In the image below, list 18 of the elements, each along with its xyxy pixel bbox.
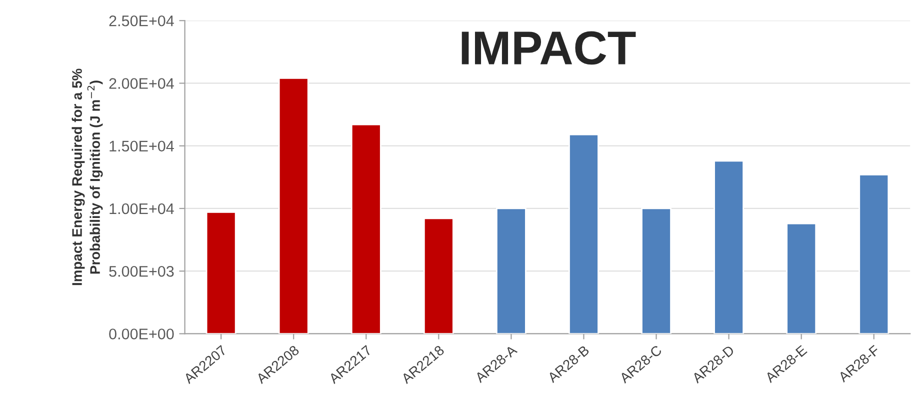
bar: [278, 78, 309, 334]
bar: [568, 134, 599, 334]
bar: [423, 218, 454, 334]
bar: [858, 174, 890, 334]
y-axis-title: Impact Energy Required for a 5% Probability of Ignition (J m$^{−2}$): [72, 68, 103, 286]
chart-title: IMPACT: [462, 31, 636, 65]
y-tick-label: 1.50E+04: [110, 140, 174, 152]
y-tick-label: 0.00E+00: [109, 328, 174, 340]
bar: [206, 212, 236, 334]
y-tick-label: 5.00E+03: [109, 266, 174, 277]
y-tick-label: 1.00E+04: [110, 203, 174, 214]
bar: [496, 208, 526, 334]
bar: [641, 208, 672, 334]
bar: [350, 124, 382, 334]
y-tick-label: 2.00E+04: [109, 78, 174, 89]
bar: [714, 160, 744, 334]
bar: [786, 222, 817, 334]
y-tick-label: 2.50E+04: [109, 15, 174, 26]
